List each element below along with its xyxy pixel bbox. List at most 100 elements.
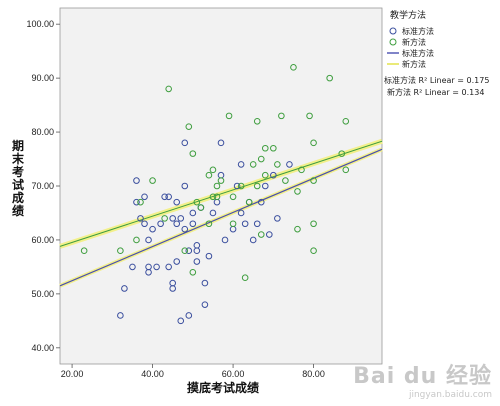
- legend-title: 教学方法: [390, 9, 426, 21]
- data-point-series-1: [193, 258, 201, 265]
- data-point-series-1: [153, 263, 160, 271]
- data-point-series-1: [133, 198, 140, 206]
- data-point-series-1: [253, 220, 261, 228]
- data-point-series-1: [185, 247, 193, 255]
- data-point-series-2: [117, 247, 124, 255]
- x-tick-label: 60.00: [222, 369, 245, 379]
- data-point-series-1: [221, 236, 229, 244]
- data-point-series-2: [165, 85, 172, 93]
- data-point-series-1: [286, 161, 293, 168]
- data-point-series-2: [290, 64, 297, 71]
- data-point-series-2: [161, 215, 168, 222]
- y-tick-label: 70.00: [31, 181, 54, 191]
- data-point-series-2: [205, 171, 213, 179]
- data-point-series-1: [266, 231, 273, 238]
- data-point-series-1: [141, 220, 148, 228]
- data-point-series-2: [257, 155, 265, 163]
- data-point-series-1: [161, 193, 168, 201]
- data-point-series-1: [141, 193, 148, 201]
- data-point-series-2: [282, 177, 289, 184]
- data-point-series-1: [185, 312, 193, 319]
- fit-line-series-1: [59, 148, 383, 287]
- data-point-series-2: [197, 204, 205, 211]
- data-point-series-1: [209, 209, 217, 217]
- watermark: Bai du 经验 jingyan.baidu.com: [353, 358, 492, 400]
- x-axis-title: 摸底考试成绩: [187, 380, 259, 395]
- data-point-series-1: [145, 236, 152, 244]
- data-point-series-1: [165, 193, 172, 201]
- data-point-series-2: [245, 198, 253, 206]
- data-point-series-2: [217, 177, 225, 184]
- y-tick-label: 80.00: [31, 127, 54, 137]
- data-point-series-2: [189, 150, 197, 157]
- data-point-series-1: [181, 139, 189, 147]
- data-point-series-1: [270, 171, 277, 179]
- data-point-series-1: [145, 269, 152, 276]
- x-tick-label: 20.00: [61, 369, 84, 379]
- data-point-series-2: [274, 161, 281, 168]
- data-point-series-1: [201, 279, 209, 287]
- data-point-series-1: [173, 258, 181, 265]
- data-point-series-2: [181, 247, 189, 255]
- data-point-series-1: [237, 209, 245, 217]
- data-point-series-2: [257, 231, 265, 238]
- data-point-series-2: [342, 117, 350, 125]
- data-point-series-1: [241, 220, 249, 228]
- data-point-series-1: [117, 312, 124, 319]
- data-point-series-1: [257, 198, 265, 206]
- data-point-series-1: [217, 139, 225, 147]
- watermark-logo: Bai du 经验: [353, 364, 492, 389]
- y-tick-label: 60.00: [31, 235, 54, 245]
- legend-fit-label-series-2: 新方法: [402, 59, 426, 69]
- data-point-series-2: [189, 269, 197, 276]
- legend-fit-label-series-1: 标准方法: [402, 48, 434, 58]
- y-tick-label: 90.00: [31, 73, 54, 83]
- data-point-series-1: [149, 225, 156, 233]
- x-tick-label: 80.00: [302, 369, 325, 379]
- data-point-series-2: [261, 144, 269, 152]
- data-point-series-2: [225, 112, 233, 120]
- data-point-series-2: [298, 166, 305, 174]
- data-point-series-2: [294, 188, 301, 195]
- x-tick-label: 40.00: [141, 369, 164, 379]
- data-point-series-1: [189, 209, 197, 217]
- data-point-series-2: [310, 247, 317, 255]
- data-point-series-2: [229, 220, 237, 228]
- r2-label-series-2: 新方法 R² Linear = 0.134: [387, 87, 484, 97]
- watermark-url: jingyan.baidu.com: [408, 390, 492, 400]
- plot-area: [59, 7, 383, 365]
- data-point-series-1: [181, 225, 189, 233]
- data-point-series-2: [80, 247, 88, 255]
- data-point-series-2: [209, 193, 217, 201]
- data-point-series-1: [233, 182, 241, 190]
- legend: 教学方法 标准方法 新方法 标准方法 新方法: [387, 9, 434, 69]
- fit-line-series-2: [59, 140, 383, 247]
- legend-marker-series-1: [389, 27, 397, 35]
- y-tick-label: 100.00: [26, 19, 54, 29]
- data-point-series-1: [274, 215, 281, 222]
- y-axis-title: 期末考试成绩: [12, 138, 25, 218]
- data-point-series-2: [310, 139, 317, 147]
- data-point-series-1: [177, 317, 185, 325]
- data-point-series-1: [169, 285, 176, 292]
- data-point-series-2: [193, 198, 201, 206]
- data-point-series-1: [129, 263, 136, 271]
- data-point-series-2: [249, 161, 257, 168]
- data-point-series-1: [173, 198, 181, 206]
- data-point-series-1: [181, 182, 189, 190]
- data-point-series-2: [133, 236, 140, 244]
- data-point-series-2: [270, 144, 277, 152]
- data-point-series-2: [213, 193, 221, 201]
- y-tick-label: 40.00: [31, 343, 54, 353]
- data-point-series-2: [326, 74, 333, 82]
- data-point-series-1: [137, 215, 144, 222]
- legend-label-series-2: 新方法: [402, 37, 426, 47]
- data-point-series-2: [205, 220, 213, 228]
- legend-marker-series-2: [389, 38, 397, 46]
- data-point-series-2: [229, 193, 237, 201]
- y-tick-label: 50.00: [31, 289, 54, 299]
- data-point-series-2: [241, 274, 249, 281]
- data-point-series-2: [185, 123, 193, 130]
- data-point-series-1: [121, 285, 128, 292]
- data-point-series-2: [213, 182, 221, 190]
